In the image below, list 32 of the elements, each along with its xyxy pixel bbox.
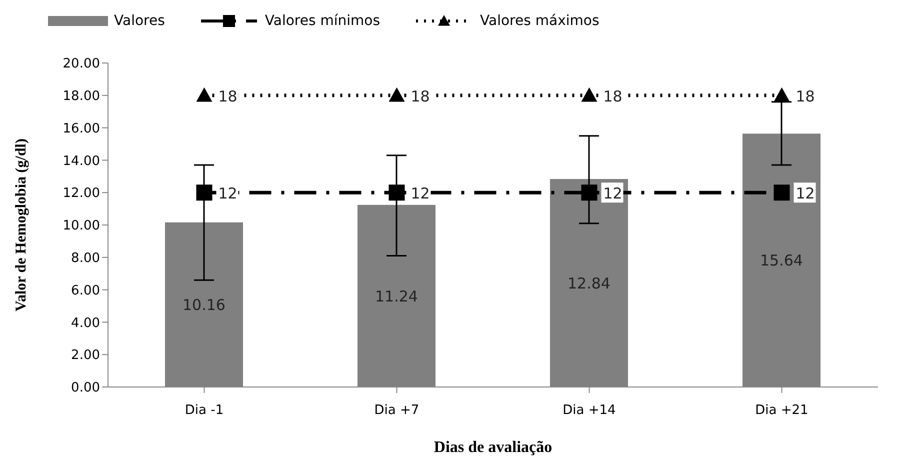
x-tick-label: Dia -1 <box>184 403 224 418</box>
y-tick-label: 16.00 <box>62 121 100 136</box>
data-label: 12.84 <box>568 274 610 292</box>
data-label: 11.24 <box>375 287 418 306</box>
y-tick-label: 0.00 <box>71 380 100 396</box>
y-tick-label: 8.00 <box>71 251 100 266</box>
y-tick-label: 2.00 <box>71 348 100 364</box>
y-tick-label: 4.00 <box>71 316 100 331</box>
y-tick-label: 14.00 <box>62 154 100 169</box>
x-tick-label: Dia +7 <box>374 403 420 418</box>
data-label: 15.64 <box>760 252 803 270</box>
y-axis-title: Valor de Hemoglobia (g/dl) <box>13 138 30 312</box>
data-label: 18 <box>410 87 430 106</box>
data-label: 18 <box>218 87 238 106</box>
data-label: 12 <box>218 184 238 203</box>
x-axis-title: Dias de avaliação <box>434 439 552 456</box>
data-label: 18 <box>796 87 815 106</box>
data-label: 12 <box>410 184 430 203</box>
data-label: 18 <box>603 87 622 106</box>
y-tick-label: 18.00 <box>62 89 100 104</box>
y-tick-label: 12.00 <box>62 186 100 202</box>
x-tick-label: Dia +21 <box>755 403 808 418</box>
data-label: 12 <box>603 184 622 203</box>
legend-label: Valores <box>114 13 165 29</box>
y-tick-label: 10.00 <box>62 218 100 234</box>
y-tick-label: 6.00 <box>71 283 100 298</box>
data-label: 12 <box>796 184 815 203</box>
legend-label: Valores mínimos <box>264 13 380 29</box>
legend-label: Valores máximos <box>480 13 600 29</box>
y-tick-label: 20.00 <box>62 56 100 72</box>
x-tick-label: Dia +14 <box>562 403 616 418</box>
data-label: 10.16 <box>182 296 226 314</box>
